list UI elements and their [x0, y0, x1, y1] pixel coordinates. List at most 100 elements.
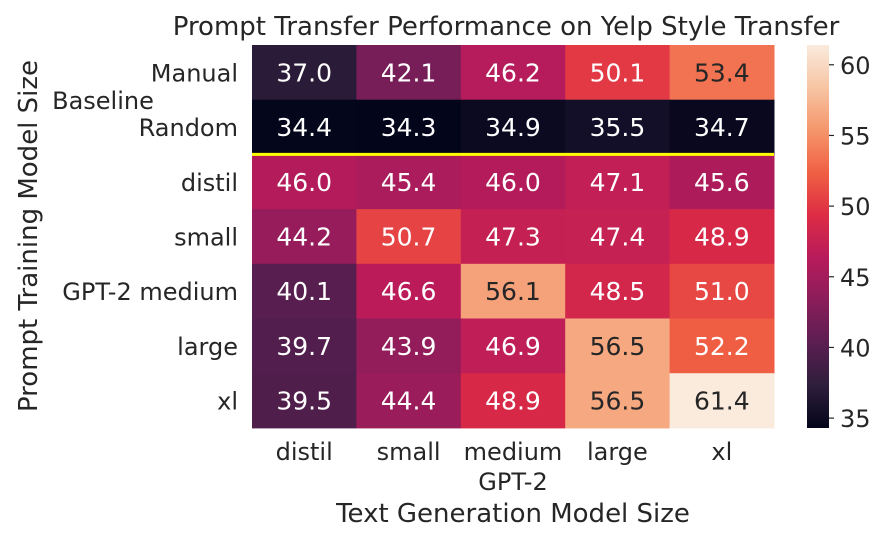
cell-value-label: 48.9: [694, 222, 750, 251]
x-tick-label: small: [377, 438, 441, 466]
cell-value-label: 50.1: [590, 58, 646, 87]
y-tick-label: small: [174, 223, 238, 251]
cell-value-label: 53.4: [694, 58, 750, 87]
heatmap-cell: [252, 45, 357, 101]
cell-value-label: 48.5: [590, 277, 646, 306]
cell-value-label: 39.7: [276, 332, 332, 361]
heatmap-cell: [565, 373, 671, 429]
cell-value-label: 42.1: [381, 58, 437, 87]
heatmap-cell: [565, 99, 671, 155]
cell-value-label: 56.5: [590, 387, 646, 416]
heatmap-cells: [252, 45, 775, 429]
cell-value-label: 50.7: [381, 222, 437, 251]
colorbar-tick-label: 35: [840, 405, 871, 433]
heatmap-cell: [252, 318, 357, 374]
x-tick-label: distil: [276, 438, 333, 466]
heatmap-cell: [669, 154, 775, 210]
cell-value-label: 39.5: [276, 387, 332, 416]
y-tick-label: distil: [181, 169, 238, 197]
colorbar-tick-label: 45: [840, 264, 871, 292]
heatmap-cell: [356, 263, 462, 319]
cell-value-label: 47.1: [590, 168, 646, 197]
y-group-label: Baseline: [52, 87, 154, 115]
heatmap-cell: [252, 99, 357, 155]
cell-value-label: 35.5: [590, 113, 646, 142]
x-group-label: GPT-2: [478, 468, 547, 496]
heatmap-cell: [565, 263, 671, 319]
cell-value-label: 52.2: [694, 332, 750, 361]
heatmap-cell: [460, 318, 566, 374]
cell-value-label: 51.0: [694, 277, 750, 306]
heatmap-cell: [252, 154, 357, 210]
heatmap-cell-labels: 37.0 42.1 46.2 50.1 53.4 34.4 34.3 34.9 35.5 34.7…: [276, 58, 749, 415]
x-tick-label: large: [587, 438, 648, 466]
heatmap-cell: [252, 209, 357, 265]
cell-value-label: 46.9: [485, 332, 541, 361]
cell-value-label: 46.0: [276, 168, 332, 197]
heatmap-cell: [356, 318, 462, 374]
heatmap-cell: [252, 373, 357, 429]
y-tick-label: Manual: [151, 59, 238, 87]
colorbar-ticks: 35 40 45 50 55 60: [829, 52, 871, 433]
cell-value-label: 44.2: [276, 222, 332, 251]
cell-value-label: 48.9: [485, 387, 541, 416]
cell-value-label: 46.6: [381, 277, 437, 306]
x-tick-label: xl: [711, 438, 732, 466]
heatmap-cell: [669, 209, 775, 265]
heatmap-cell: [669, 99, 775, 155]
chart-title: Prompt Transfer Performance on Yelp Styl…: [173, 12, 840, 42]
cell-value-label: 43.9: [381, 332, 437, 361]
heatmap-cell: [565, 209, 671, 265]
cell-value-label: 34.9: [485, 113, 541, 142]
cell-value-label: 34.3: [381, 113, 437, 142]
cell-value-label: 34.4: [276, 113, 332, 142]
heatmap-cell: [669, 45, 775, 101]
heatmap-cell: [565, 45, 671, 101]
cell-value-label: 37.0: [276, 58, 332, 87]
heatmap-cell: [669, 318, 775, 374]
heatmap-cell: [460, 45, 566, 101]
colorbar: [807, 45, 829, 428]
heatmap-cell: [356, 373, 462, 429]
cell-value-label: 40.1: [276, 277, 332, 306]
heatmap-cell: [252, 263, 357, 319]
y-tick-labels: Manual Random distil small GPT-2 medium large…: [62, 59, 238, 415]
cell-value-label: 45.6: [694, 168, 750, 197]
cell-value-label: 34.7: [694, 113, 750, 142]
heatmap-cell: [460, 99, 566, 155]
cell-value-label: 61.4: [694, 387, 750, 416]
heatmap-cell: [356, 154, 462, 210]
cell-value-label: 56.1: [485, 277, 541, 306]
heatmap-cell: [565, 154, 671, 210]
heatmap-cell: [356, 209, 462, 265]
heatmap-cell: [460, 209, 566, 265]
colorbar-tick-label: 40: [840, 334, 871, 362]
heatmap-cell: [460, 263, 566, 319]
y-tick-label: large: [177, 333, 238, 361]
heatmap-cell: [669, 373, 775, 429]
cell-value-label: 47.3: [485, 222, 541, 251]
x-axis-label: Text Generation Model Size: [335, 499, 690, 529]
cell-value-label: 47.4: [590, 222, 646, 251]
x-tick-label: medium: [464, 438, 563, 466]
heatmap-cell: [460, 154, 566, 210]
colorbar-tick-label: 60: [840, 52, 871, 80]
cell-value-label: 46.0: [485, 168, 541, 197]
heatmap-cell: [669, 263, 775, 319]
x-tick-labels: distil small medium large xl: [276, 438, 733, 466]
y-tick-label: xl: [217, 388, 238, 416]
colorbar-tick-label: 50: [840, 193, 871, 221]
colorbar-tick-label: 55: [840, 122, 871, 150]
heatmap-cell: [356, 99, 462, 155]
heatmap-cell: [565, 318, 671, 374]
y-tick-label: Random: [139, 114, 238, 142]
heatmap-cell: [460, 373, 566, 429]
y-axis-label: Prompt Training Model Size: [14, 60, 44, 412]
heatmap-cell: [356, 45, 462, 101]
cell-value-label: 46.2: [485, 58, 541, 87]
cell-value-label: 44.4: [381, 387, 437, 416]
cell-value-label: 45.4: [381, 168, 437, 197]
cell-value-label: 56.5: [590, 332, 646, 361]
y-tick-label: GPT-2 medium: [62, 278, 238, 306]
